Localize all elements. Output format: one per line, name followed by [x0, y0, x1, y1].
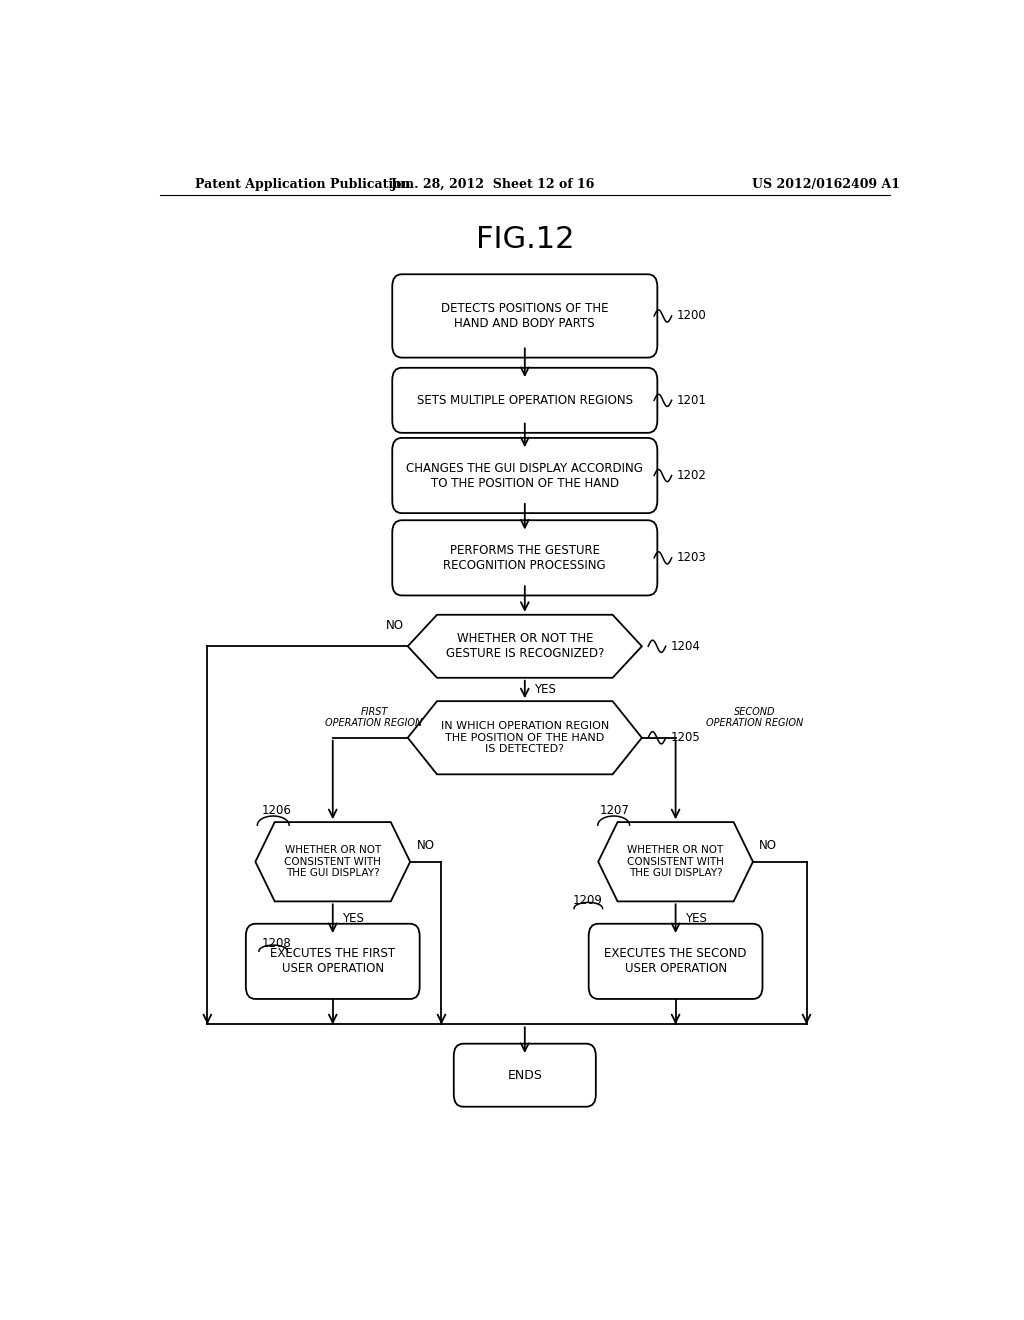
FancyBboxPatch shape [392, 368, 657, 433]
FancyBboxPatch shape [392, 438, 657, 513]
Text: 1207: 1207 [599, 804, 630, 817]
Text: EXECUTES THE SECOND
USER OPERATION: EXECUTES THE SECOND USER OPERATION [604, 948, 746, 975]
Text: DETECTS POSITIONS OF THE
HAND AND BODY PARTS: DETECTS POSITIONS OF THE HAND AND BODY P… [441, 302, 608, 330]
Text: WHETHER OR NOT
CONSISTENT WITH
THE GUI DISPLAY?: WHETHER OR NOT CONSISTENT WITH THE GUI D… [627, 845, 724, 878]
Text: OPERATION REGION: OPERATION REGION [326, 718, 423, 727]
FancyBboxPatch shape [392, 520, 657, 595]
FancyBboxPatch shape [392, 275, 657, 358]
Text: YES: YES [342, 912, 365, 925]
Text: US 2012/0162409 A1: US 2012/0162409 A1 [753, 178, 900, 191]
FancyBboxPatch shape [246, 924, 420, 999]
Text: Jun. 28, 2012  Sheet 12 of 16: Jun. 28, 2012 Sheet 12 of 16 [391, 178, 595, 191]
Text: YES: YES [685, 912, 707, 925]
Text: WHETHER OR NOT
CONSISTENT WITH
THE GUI DISPLAY?: WHETHER OR NOT CONSISTENT WITH THE GUI D… [285, 845, 381, 878]
Text: NO: NO [417, 840, 434, 851]
Text: FIRST: FIRST [360, 708, 388, 718]
Polygon shape [408, 701, 642, 775]
Polygon shape [598, 822, 753, 902]
Text: ENDS: ENDS [507, 1069, 543, 1081]
Polygon shape [255, 822, 411, 902]
Text: NO: NO [760, 840, 777, 851]
Text: 1209: 1209 [572, 894, 602, 907]
Text: SETS MULTIPLE OPERATION REGIONS: SETS MULTIPLE OPERATION REGIONS [417, 393, 633, 407]
Text: 1204: 1204 [671, 640, 700, 653]
Text: 1200: 1200 [677, 309, 707, 322]
Text: IN WHICH OPERATION REGION
THE POSITION OF THE HAND
IS DETECTED?: IN WHICH OPERATION REGION THE POSITION O… [440, 721, 609, 754]
Text: 1202: 1202 [677, 469, 707, 482]
FancyBboxPatch shape [454, 1044, 596, 1106]
Text: 1201: 1201 [677, 393, 707, 407]
Text: 1208: 1208 [261, 937, 291, 949]
Text: 1206: 1206 [261, 804, 291, 817]
Polygon shape [408, 615, 642, 677]
Text: EXECUTES THE FIRST
USER OPERATION: EXECUTES THE FIRST USER OPERATION [270, 948, 395, 975]
Text: OPERATION REGION: OPERATION REGION [707, 718, 804, 727]
Text: NO: NO [386, 619, 403, 632]
Text: FIG.12: FIG.12 [475, 226, 574, 255]
Text: 1203: 1203 [677, 552, 707, 565]
Text: PERFORMS THE GESTURE
RECOGNITION PROCESSING: PERFORMS THE GESTURE RECOGNITION PROCESS… [443, 544, 606, 572]
Text: WHETHER OR NOT THE
GESTURE IS RECOGNIZED?: WHETHER OR NOT THE GESTURE IS RECOGNIZED… [445, 632, 604, 660]
Text: YES: YES [535, 682, 556, 696]
FancyBboxPatch shape [589, 924, 763, 999]
Text: SECOND: SECOND [734, 708, 776, 718]
Text: 1205: 1205 [671, 731, 700, 744]
Text: Patent Application Publication: Patent Application Publication [196, 178, 411, 191]
Text: CHANGES THE GUI DISPLAY ACCORDING
TO THE POSITION OF THE HAND: CHANGES THE GUI DISPLAY ACCORDING TO THE… [407, 462, 643, 490]
